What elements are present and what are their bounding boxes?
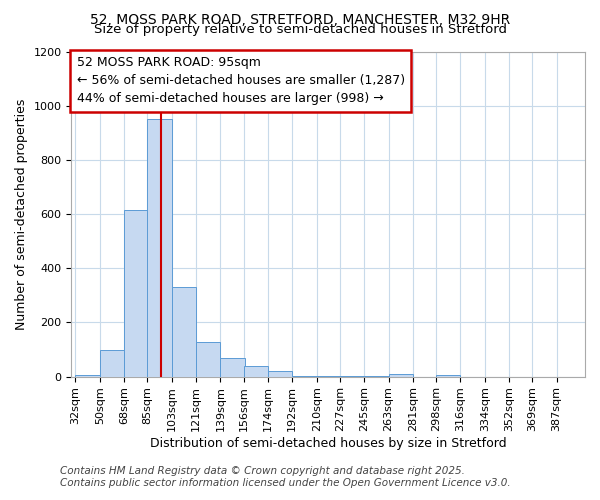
Bar <box>124 210 149 376</box>
Bar <box>196 342 220 376</box>
Bar <box>147 119 172 376</box>
Text: 52, MOSS PARK ROAD, STRETFORD, MANCHESTER, M32 9HR: 52, MOSS PARK ROAD, STRETFORD, MANCHESTE… <box>90 12 510 26</box>
Text: Size of property relative to semi-detached houses in Stretford: Size of property relative to semi-detach… <box>94 22 506 36</box>
Bar <box>100 350 124 376</box>
Bar <box>76 375 100 376</box>
Bar <box>220 358 245 376</box>
Bar <box>172 287 196 376</box>
Text: 52 MOSS PARK ROAD: 95sqm
← 56% of semi-detached houses are smaller (1,287)
44% o: 52 MOSS PARK ROAD: 95sqm ← 56% of semi-d… <box>77 56 404 106</box>
Y-axis label: Number of semi-detached properties: Number of semi-detached properties <box>15 98 28 330</box>
Bar <box>436 374 460 376</box>
X-axis label: Distribution of semi-detached houses by size in Stretford: Distribution of semi-detached houses by … <box>150 437 506 450</box>
Bar <box>389 374 413 376</box>
Bar <box>268 370 292 376</box>
Bar <box>244 366 268 376</box>
Text: Contains HM Land Registry data © Crown copyright and database right 2025.
Contai: Contains HM Land Registry data © Crown c… <box>60 466 511 487</box>
